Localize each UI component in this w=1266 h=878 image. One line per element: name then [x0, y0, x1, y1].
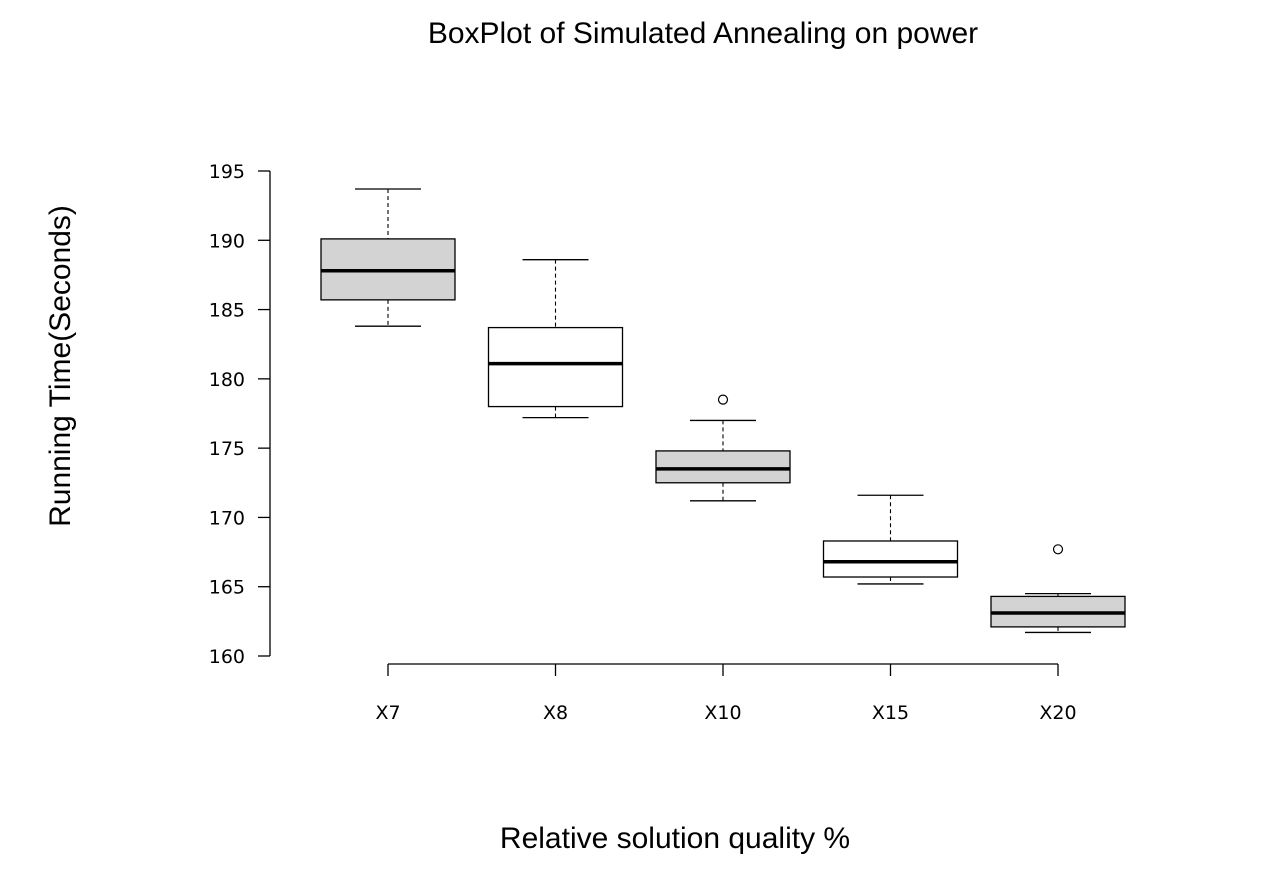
- y-axis-label: Running Time(Seconds): [44, 205, 77, 527]
- y-tick-label: 175: [209, 438, 245, 460]
- x-tick-label: X7: [375, 702, 400, 724]
- x-tick-label: X15: [872, 702, 909, 724]
- box-x15: [822, 494, 959, 585]
- y-tick-label: 180: [209, 369, 245, 391]
- box-body: [487, 326, 624, 408]
- y-tick-label: 190: [209, 230, 245, 252]
- outlier-point: [717, 394, 729, 405]
- outlier-point: [1052, 544, 1064, 555]
- x-tick-label: X10: [704, 702, 741, 724]
- box-body: [822, 540, 959, 578]
- box-x20: [990, 544, 1126, 634]
- chart-title: BoxPlot of Simulated Annealing on power: [428, 17, 978, 50]
- y-tick-label: 170: [209, 507, 245, 529]
- box-x10: [655, 394, 791, 502]
- y-axis: 160 165 170 175 180 185 190 195: [209, 161, 271, 668]
- y-tick-label: 195: [209, 161, 245, 183]
- box-x8: [487, 259, 624, 419]
- box-body: [655, 450, 791, 484]
- box-x7: [320, 188, 456, 327]
- y-tick-label: 160: [209, 646, 245, 668]
- y-tick-label: 185: [209, 300, 245, 322]
- x-axis-label: Relative solution quality %: [500, 822, 850, 855]
- x-tick-label: X8: [543, 702, 568, 724]
- x-tick-label: X20: [1039, 702, 1076, 724]
- boxes-group: [320, 188, 1126, 634]
- x-axis: X7 X8 X10 X15 X20: [375, 663, 1077, 724]
- y-tick-label: 165: [209, 577, 245, 599]
